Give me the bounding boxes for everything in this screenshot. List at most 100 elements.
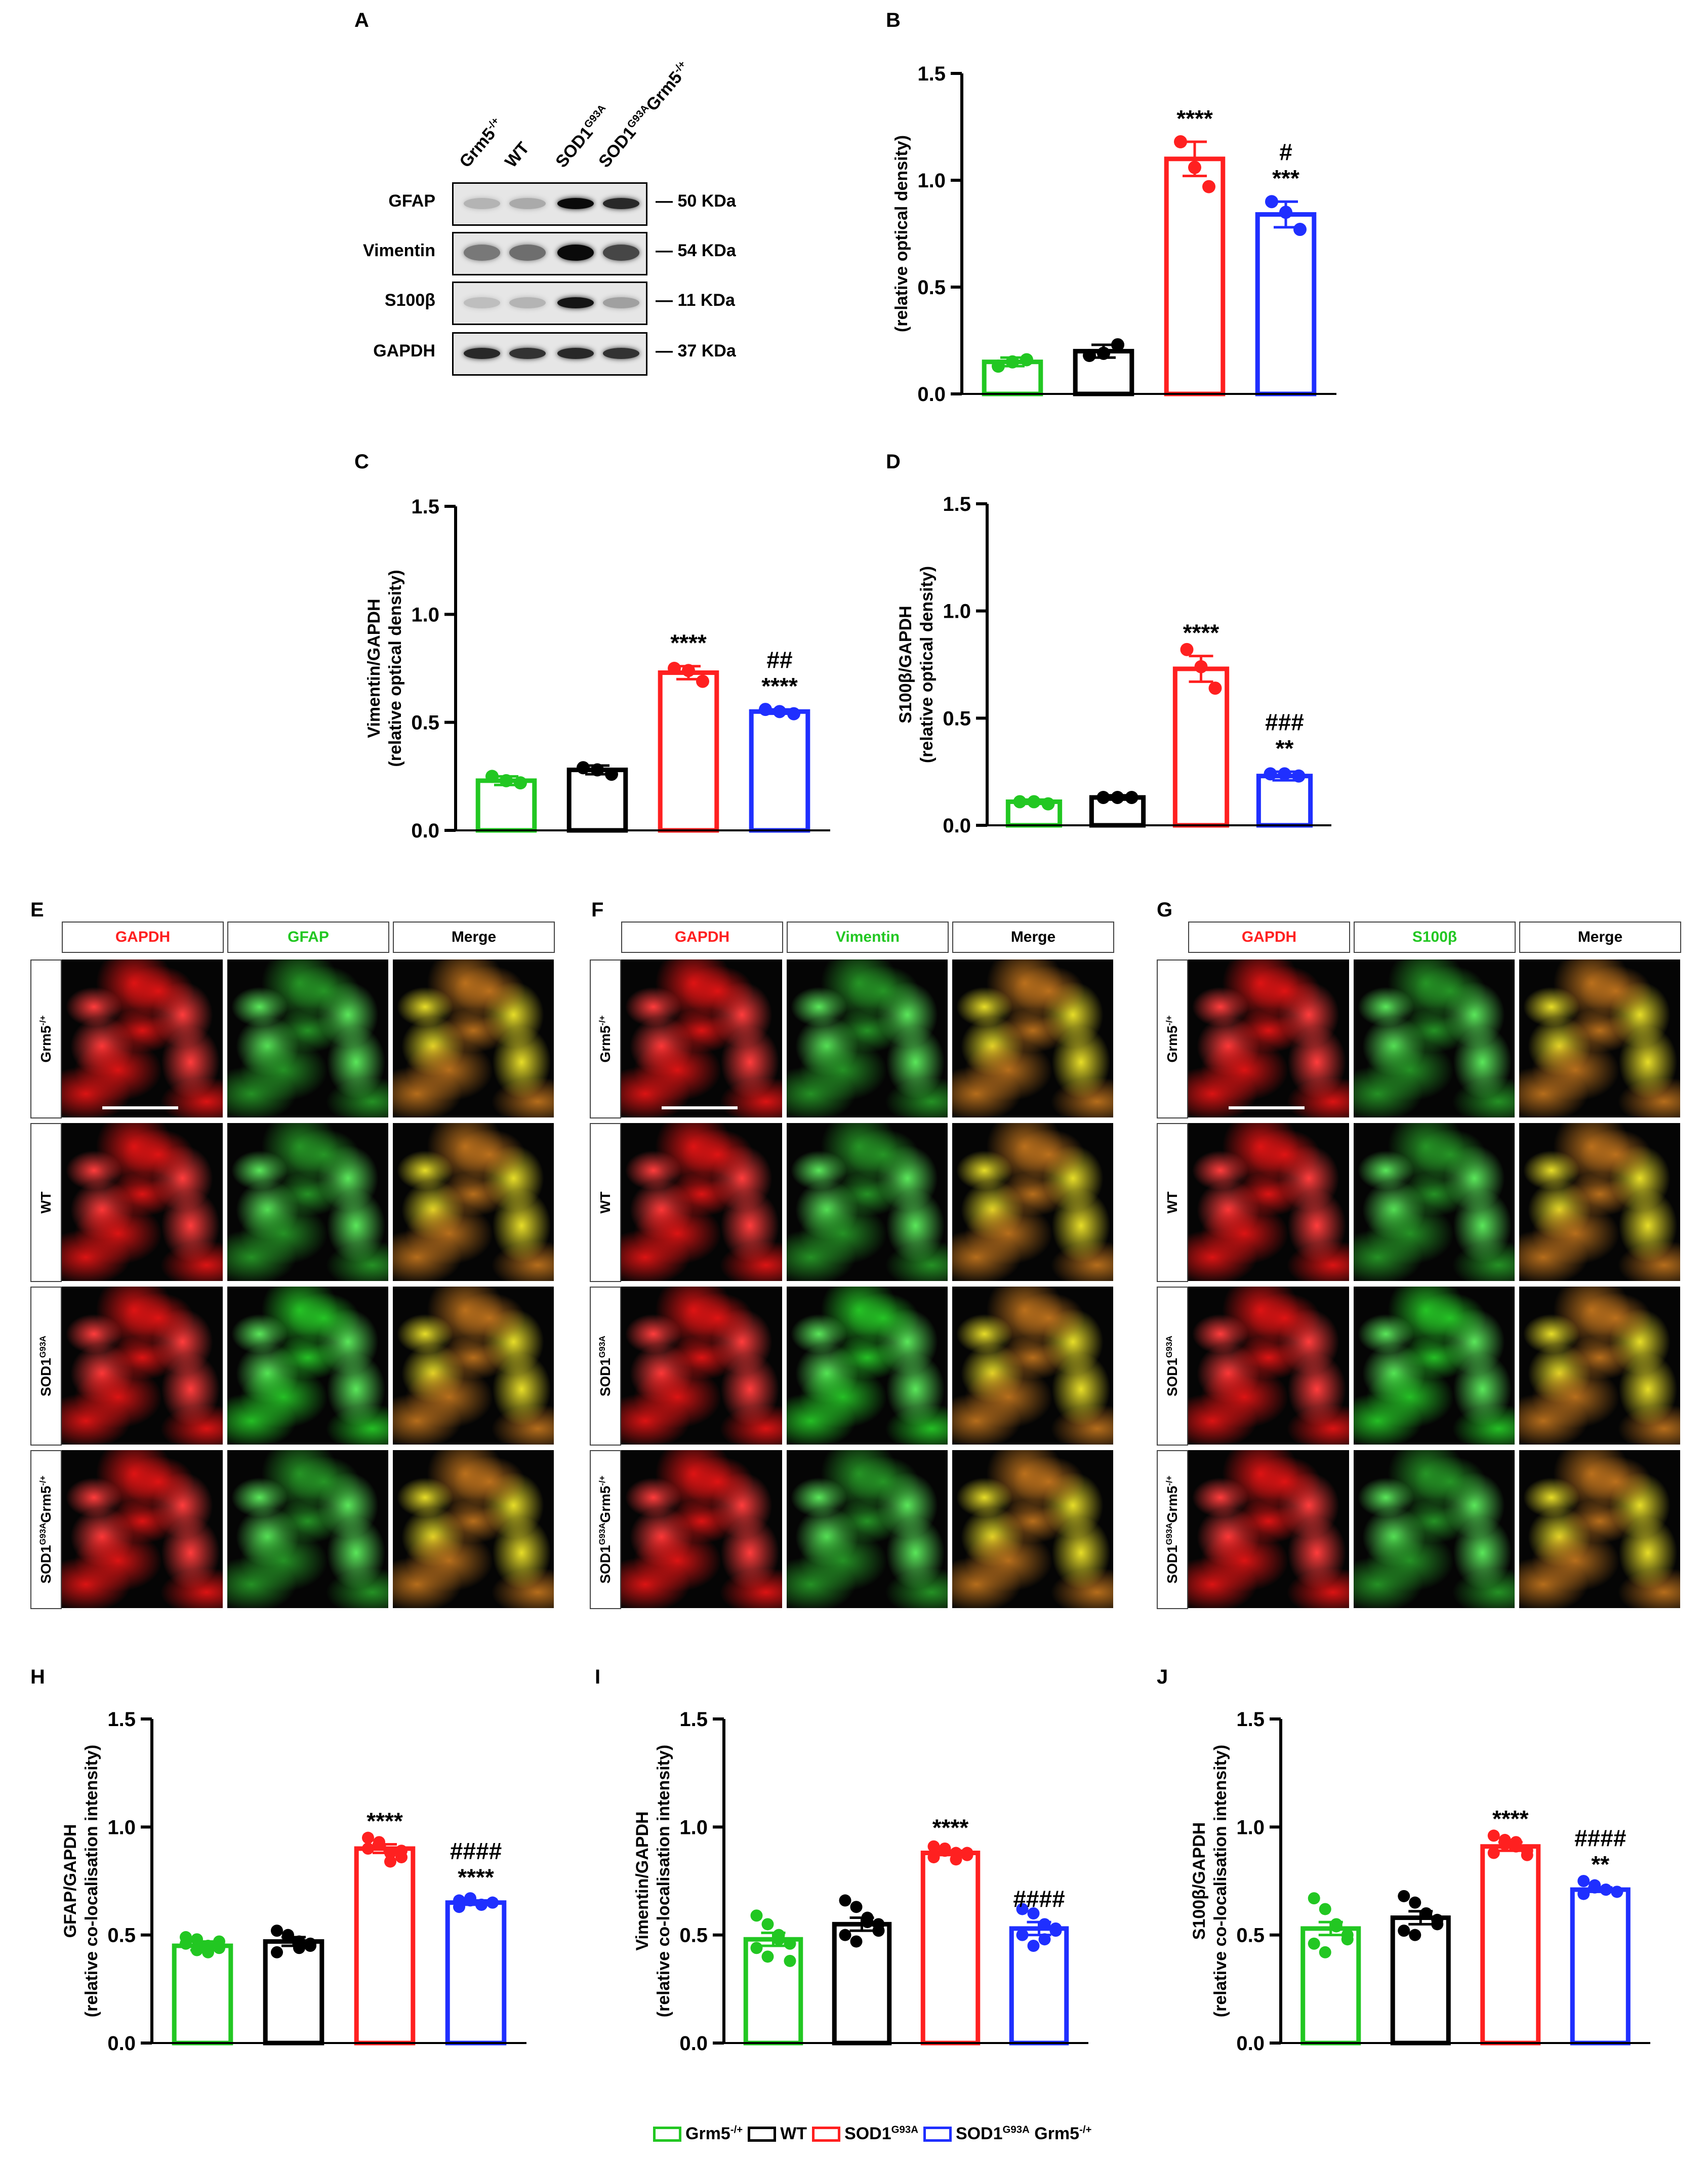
data-point bbox=[750, 1942, 763, 1954]
micrograph-column-header: GAPDH bbox=[621, 922, 783, 953]
bar bbox=[172, 1943, 233, 2046]
y-tick-label: 0.0 bbox=[943, 815, 971, 837]
data-point bbox=[271, 1946, 283, 1958]
micrograph-red-channel bbox=[621, 959, 782, 1117]
y-tick-label: 0.0 bbox=[411, 820, 439, 842]
data-point bbox=[759, 703, 772, 716]
data-point bbox=[191, 1933, 203, 1946]
micrograph-merge bbox=[1519, 1450, 1680, 1608]
micrograph-column-header: S100β bbox=[1354, 922, 1516, 953]
y-tick-label: 1.5 bbox=[917, 63, 946, 85]
data-point bbox=[861, 1916, 874, 1929]
blot-band bbox=[557, 297, 594, 308]
y-axis-label-secondary: (relative co-localisation intensity) bbox=[1211, 1745, 1230, 2017]
bar-chart-i: 0.0 0.5 1.0 1.5 Vimentin/GAPDH (relative co-l… bbox=[633, 1708, 1088, 2055]
panel-letter-g: G bbox=[1157, 899, 1173, 921]
data-point bbox=[453, 1901, 465, 1913]
significance-label: #### bbox=[1574, 1825, 1626, 1851]
blot-protein-label: GFAP bbox=[388, 191, 435, 211]
data-point bbox=[282, 1931, 294, 1943]
micrograph-column-header: Merge bbox=[952, 922, 1114, 953]
data-point bbox=[514, 776, 527, 790]
y-axis-label-secondary: (relative optical density) bbox=[917, 566, 937, 763]
bar bbox=[475, 778, 537, 833]
y-tick-label: 0.0 bbox=[679, 2032, 708, 2055]
significance-label: **** bbox=[458, 1864, 494, 1890]
data-point bbox=[384, 1847, 396, 1859]
micrograph-green-channel bbox=[787, 1287, 948, 1445]
data-point bbox=[362, 1831, 374, 1844]
blot-band bbox=[603, 297, 639, 308]
micrograph-red-channel bbox=[1188, 1287, 1349, 1445]
legend-entry: WT bbox=[748, 2124, 807, 2144]
micrograph-merge bbox=[1519, 1123, 1680, 1281]
data-point bbox=[1264, 767, 1277, 781]
data-point bbox=[927, 1851, 940, 1864]
data-point bbox=[1265, 195, 1278, 209]
micrograph-green-channel bbox=[787, 1450, 948, 1608]
micrograph-green-channel bbox=[227, 1287, 388, 1445]
significance-label: **** bbox=[932, 1814, 969, 1840]
data-point bbox=[1521, 1849, 1533, 1861]
data-point bbox=[1341, 1933, 1354, 1946]
micrograph-red-channel bbox=[62, 1450, 223, 1608]
data-point bbox=[577, 761, 590, 775]
y-tick-label: 1.5 bbox=[107, 1708, 136, 1731]
micrograph-red-channel bbox=[62, 959, 223, 1117]
micrograph-red-channel bbox=[621, 1450, 782, 1608]
data-point bbox=[1016, 1929, 1029, 1941]
y-tick-label: 1.0 bbox=[943, 601, 971, 623]
data-point bbox=[605, 768, 618, 781]
data-point bbox=[1487, 1847, 1500, 1859]
data-point bbox=[1308, 1892, 1320, 1905]
data-point bbox=[485, 770, 499, 783]
blot-band bbox=[557, 245, 594, 261]
data-point bbox=[750, 1909, 763, 1922]
y-axis-label-secondary: (relative co-localisation intensity) bbox=[82, 1745, 101, 2017]
data-point bbox=[1330, 1918, 1343, 1931]
data-point bbox=[1038, 1918, 1051, 1931]
y-tick-label: 1.0 bbox=[917, 170, 946, 192]
micrograph-row-label: SOD1G93A bbox=[1157, 1287, 1188, 1446]
micrograph-row-label: SOD1G93A bbox=[30, 1287, 62, 1446]
data-point bbox=[927, 1840, 940, 1853]
bar-chart-h: 0.0 0.5 1.0 1.5 GFAP/GAPDH (relative co-local… bbox=[61, 1708, 526, 2055]
data-point bbox=[1097, 346, 1110, 360]
bar-chart-d: 0.0 0.5 1.0 1.5 S100β/GAPDH (relative optical… bbox=[896, 493, 1331, 837]
bar bbox=[749, 709, 810, 833]
legend-label: Grm5-/+ bbox=[685, 2124, 743, 2143]
data-point bbox=[1194, 660, 1208, 673]
micrograph-red-channel bbox=[1188, 1450, 1349, 1608]
significance-label: **** bbox=[1183, 620, 1219, 646]
significance-label: ** bbox=[1276, 735, 1294, 762]
significance-label: **** bbox=[367, 1808, 403, 1834]
data-point bbox=[1111, 790, 1124, 804]
data-point bbox=[784, 1937, 796, 1950]
micrograph-row-label: SOD1G93AGrm5-/+ bbox=[30, 1450, 62, 1609]
data-point bbox=[464, 1894, 476, 1907]
bar-chart-c: 0.0 0.5 1.0 1.5 Vimentin/GAPDH (relative opti… bbox=[364, 496, 830, 842]
y-axis-label-secondary: (relative optical density) bbox=[386, 570, 405, 767]
data-point bbox=[1611, 1886, 1623, 1898]
micrograph-merge bbox=[952, 1450, 1113, 1608]
data-point bbox=[1589, 1881, 1601, 1894]
y-tick-label: 1.0 bbox=[679, 1816, 708, 1838]
bar bbox=[658, 670, 719, 833]
data-point bbox=[1278, 767, 1291, 781]
y-tick-label: 0.5 bbox=[1236, 1925, 1265, 1947]
blot-band bbox=[557, 198, 594, 209]
data-point bbox=[1202, 180, 1215, 193]
y-axis-label-secondary: (relative optical density) bbox=[892, 135, 911, 332]
y-tick-label: 0.5 bbox=[943, 707, 971, 730]
micrograph-row-label: Grm5-/+ bbox=[590, 959, 621, 1118]
y-tick-label: 1.5 bbox=[943, 493, 971, 515]
data-point bbox=[1188, 161, 1201, 174]
significance-label: #### bbox=[450, 1837, 502, 1864]
blot-band bbox=[603, 245, 639, 261]
y-tick-label: 0.5 bbox=[679, 1925, 708, 1947]
panel-letter-h: H bbox=[30, 1666, 45, 1688]
significance-label: #### bbox=[1013, 1886, 1065, 1912]
data-point bbox=[1125, 790, 1138, 804]
data-point bbox=[1510, 1836, 1522, 1849]
data-point bbox=[202, 1940, 214, 1952]
